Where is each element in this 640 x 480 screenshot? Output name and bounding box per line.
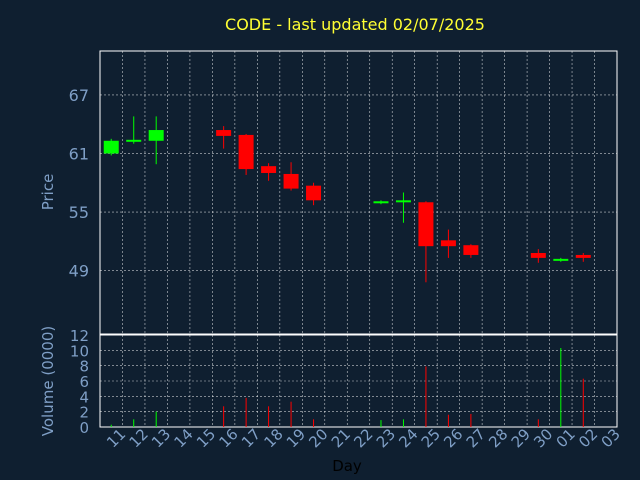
candle-body <box>126 139 142 142</box>
candle-body <box>373 201 389 204</box>
x-axis-label: Day <box>332 457 362 475</box>
candle-body <box>216 130 232 136</box>
chart-title: CODE - last updated 02/07/2025 <box>225 15 485 34</box>
price-axis-label: Price <box>39 174 57 211</box>
price-tick-label: 67 <box>69 86 89 105</box>
volume-tick-label: 2 <box>79 404 89 422</box>
price-panel-frame <box>99 50 618 335</box>
candle-body <box>418 202 434 247</box>
volume-panel: 0246810121112131415161718192021222324252… <box>70 327 624 451</box>
price-tick-label: 61 <box>69 144 89 163</box>
volume-tick-label: 0 <box>79 419 89 437</box>
candle-body <box>261 166 277 173</box>
candle-body <box>283 173 299 189</box>
candle-body <box>306 185 322 201</box>
volume-axis-label: Volume (0000) <box>39 326 57 436</box>
candle-body <box>440 240 456 247</box>
candle-body <box>530 253 546 258</box>
volume-tick-label: 12 <box>70 327 89 345</box>
x-tick-label: 03 <box>598 425 624 451</box>
candle-body <box>575 254 591 258</box>
candle-body <box>463 245 479 255</box>
candle-body <box>148 130 164 141</box>
candle-body <box>238 134 254 170</box>
candle-body <box>553 258 569 261</box>
volume-tick-label: 6 <box>79 373 89 391</box>
volume-tick-label: 8 <box>79 358 89 376</box>
volume-tick-label: 10 <box>70 342 89 360</box>
candle-body <box>395 200 411 203</box>
price-tick-label: 55 <box>69 203 89 222</box>
candle-body <box>103 140 119 154</box>
volume-tick-label: 4 <box>79 388 89 406</box>
price-panel: 49 55 61 67 <box>69 50 618 335</box>
price-tick-label: 49 <box>69 262 89 281</box>
